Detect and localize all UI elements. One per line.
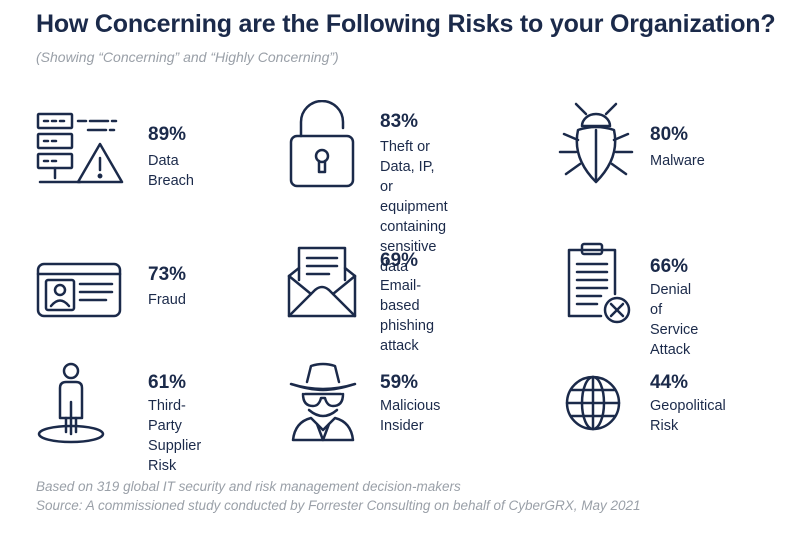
label-third-party: Third-Party Supplier Risk <box>148 398 202 474</box>
id-card-icon <box>36 262 122 318</box>
value-malware: 80% <box>650 124 689 145</box>
bug-icon <box>556 100 636 190</box>
label-insider: Malicious Insider <box>380 398 441 434</box>
label-geopolitical: Geopolitical Risk <box>650 398 726 434</box>
value-theft: 83% <box>380 111 419 132</box>
spy-icon <box>277 360 369 442</box>
label-data-breach: Data Breach <box>148 153 194 189</box>
value-dos: 66% <box>650 256 689 277</box>
value-data-breach: 89% <box>148 124 187 145</box>
server-warning-icon <box>36 110 132 188</box>
value-insider: 59% <box>380 372 419 393</box>
value-phishing: 69% <box>380 250 419 271</box>
label-theft: Theft or Data, IP, or equipment containi… <box>380 139 448 275</box>
padlock-icon <box>287 100 357 192</box>
footnote-sample: Based on 319 global IT security and risk… <box>36 479 461 494</box>
envelope-icon <box>287 244 357 320</box>
value-fraud: 73% <box>148 264 187 285</box>
label-dos: Denial of Service Attack <box>650 282 699 358</box>
person-pin-icon <box>36 362 106 444</box>
value-third-party: 61% <box>148 372 187 393</box>
label-malware: Malware <box>650 153 705 169</box>
chart-subtitle: (Showing “Concerning” and “Highly Concer… <box>36 49 339 65</box>
globe-icon <box>564 374 622 432</box>
footnote-source: Source: A commissioned study conducted b… <box>36 498 641 513</box>
label-fraud: Fraud <box>148 292 186 308</box>
chart-title: How Concerning are the Following Risks t… <box>36 10 776 38</box>
clipboard-denied-icon <box>565 240 635 328</box>
label-phishing: Email-based phishing attack <box>380 278 435 354</box>
value-geopolitical: 44% <box>650 372 689 393</box>
